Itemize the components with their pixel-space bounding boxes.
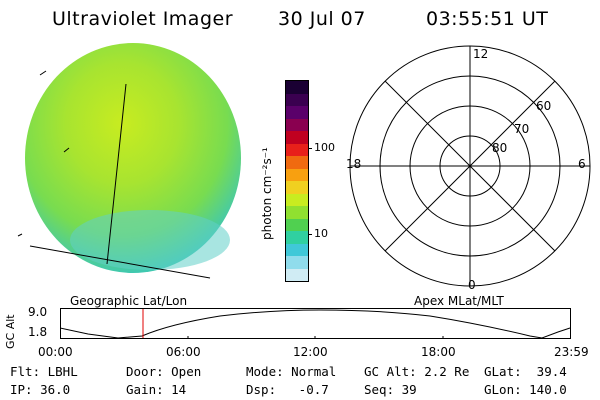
color-band bbox=[286, 206, 308, 219]
color-band bbox=[286, 106, 308, 119]
mlat-label-70: 70 bbox=[514, 122, 529, 136]
colorbar-label-100: 100 bbox=[314, 141, 335, 154]
color-band bbox=[286, 193, 308, 206]
timeline-ytick-high: 9.0 bbox=[28, 305, 48, 319]
sequence-info: Seq: 39 bbox=[364, 382, 417, 397]
color-band bbox=[286, 93, 308, 106]
mlt-label-18: 18 bbox=[346, 157, 361, 171]
filter-info: Flt: LBHL bbox=[10, 364, 78, 379]
mlat-label-80: 80 bbox=[492, 141, 507, 155]
instrument-title: Ultraviolet Imager bbox=[52, 8, 234, 30]
color-band bbox=[286, 218, 308, 231]
door-info: Door: Open bbox=[126, 364, 202, 379]
image-time: 03:55:51 UT bbox=[426, 8, 549, 30]
edge-tick-1 bbox=[39, 70, 47, 76]
color-band bbox=[286, 168, 308, 181]
timeline-xtick-1200: 12:00 bbox=[293, 345, 328, 359]
disc-edge-glow bbox=[70, 210, 230, 270]
color-band bbox=[286, 268, 308, 281]
edge-tick-2 bbox=[63, 147, 70, 153]
timeline-ytick-low: 1.8 bbox=[28, 325, 48, 339]
mlat-label-60: 60 bbox=[536, 99, 551, 113]
gc-altitude-info: GC Alt: 2.2 Re bbox=[364, 364, 470, 379]
altitude-curve bbox=[60, 309, 571, 339]
mlt-label-0: 0 bbox=[468, 278, 476, 292]
polar-grid-panel: 12 18 6 0 60 70 80 bbox=[346, 45, 591, 292]
color-band bbox=[286, 156, 308, 169]
timeline-frame bbox=[60, 308, 571, 339]
mlt-label-6: 6 bbox=[578, 157, 586, 171]
geographic-projection-label: Geographic Lat/Lon bbox=[70, 294, 188, 308]
color-band bbox=[286, 81, 308, 94]
colorbar-tick-100 bbox=[308, 148, 312, 149]
colorbar-label-10: 10 bbox=[314, 227, 328, 240]
timeline-xtick-2359: 23:59 bbox=[554, 345, 589, 359]
timeline-xtick-0600: 06:00 bbox=[166, 345, 201, 359]
color-band bbox=[286, 143, 308, 156]
timeline-xtick-0000: 00:00 bbox=[38, 345, 73, 359]
mlt-label-12: 12 bbox=[473, 47, 488, 61]
meridian-line bbox=[106, 83, 127, 265]
parallel-line bbox=[29, 245, 211, 279]
orbit-altitude-plot bbox=[60, 308, 571, 339]
color-band bbox=[286, 131, 308, 144]
colorbar-unit-label: photon cm⁻²s⁻¹ bbox=[260, 147, 274, 240]
timeline-xtick-1800: 18:00 bbox=[421, 345, 456, 359]
color-band bbox=[286, 181, 308, 194]
ip-info: IP: 36.0 bbox=[10, 382, 71, 397]
apex-projection-label: Apex MLat/MLT bbox=[414, 294, 504, 308]
color-band bbox=[286, 243, 308, 256]
uv-image-panel bbox=[17, 43, 241, 279]
mlt-diagonal-2 bbox=[384, 80, 556, 252]
timeline-ylabel: GC Alt bbox=[4, 314, 17, 349]
edge-tick-3 bbox=[17, 233, 23, 237]
colorbar-tick-10 bbox=[308, 234, 312, 235]
glat-info: GLat: 39.4 bbox=[484, 364, 567, 379]
image-date: 30 Jul 07 bbox=[278, 8, 366, 30]
glon-info: GLon: 140.0 bbox=[484, 382, 567, 397]
color-band bbox=[286, 118, 308, 131]
color-band bbox=[286, 231, 308, 244]
mode-info: Mode: Normal bbox=[246, 364, 337, 379]
color-band bbox=[286, 256, 308, 269]
gain-info: Gain: 14 bbox=[126, 382, 187, 397]
color-scale-bar bbox=[285, 80, 309, 282]
dsp-info: Dsp: -0.7 bbox=[246, 382, 329, 397]
